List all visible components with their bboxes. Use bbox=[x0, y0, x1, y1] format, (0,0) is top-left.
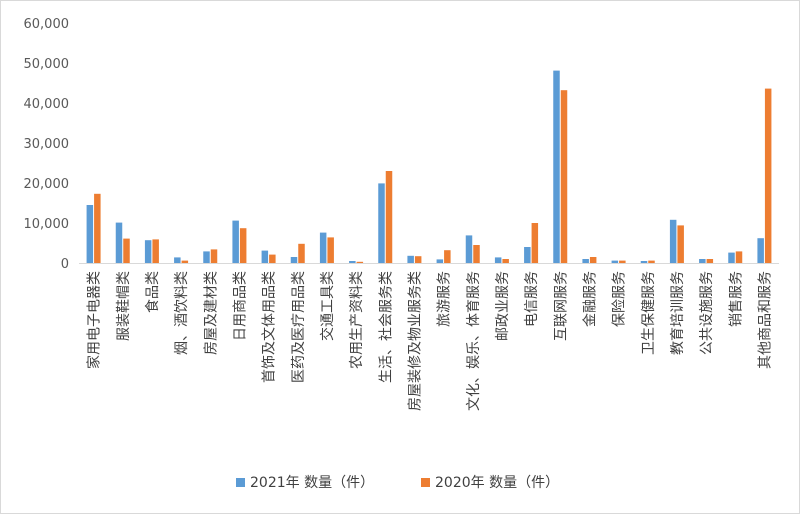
bar-series-2 bbox=[444, 250, 451, 263]
bar-series-1 bbox=[232, 220, 239, 263]
bar-series-2 bbox=[764, 88, 772, 263]
bar-series-1 bbox=[465, 235, 473, 263]
bar-series-1 bbox=[378, 183, 385, 263]
bar-series-2 bbox=[414, 256, 422, 263]
x-category-label: 农用生产资料类 bbox=[349, 271, 365, 369]
bar-series-1 bbox=[436, 259, 444, 263]
x-category-label: 房屋及建材类 bbox=[203, 271, 219, 355]
x-category-label: 日用商品类 bbox=[232, 271, 248, 341]
bar-series-2 bbox=[531, 223, 539, 263]
bar-series-1 bbox=[261, 250, 269, 263]
y-tick-label: 40,000 bbox=[24, 97, 70, 112]
x-category-label: 保险服务 bbox=[612, 271, 628, 327]
bar-series-2 bbox=[677, 225, 684, 263]
bar-series-2 bbox=[735, 251, 743, 263]
bar-series-2 bbox=[560, 90, 568, 263]
bar-series-1 bbox=[640, 261, 648, 263]
bar-series-1 bbox=[757, 238, 764, 263]
x-category-label: 销售服务 bbox=[728, 271, 744, 327]
x-category-label: 邮政业服务 bbox=[495, 271, 511, 341]
bar-series-1 bbox=[349, 261, 356, 263]
x-category-label: 生活、社会服务类 bbox=[378, 271, 394, 383]
x-category-label: 电信服务 bbox=[524, 271, 540, 327]
x-category-label: 交通工具类 bbox=[319, 271, 336, 341]
x-category-label: 房屋装修及物业服务类 bbox=[407, 271, 423, 411]
bar-series-1 bbox=[86, 205, 94, 263]
x-category-label: 其他商品和服务 bbox=[757, 271, 773, 369]
bar-series-2 bbox=[152, 239, 159, 263]
bar-series-2 bbox=[239, 228, 247, 263]
y-tick-label: 30,000 bbox=[24, 137, 70, 152]
bar-series-2 bbox=[327, 237, 334, 263]
x-category-label: 教育培训服务 bbox=[670, 271, 686, 355]
bar-series-1 bbox=[290, 257, 298, 263]
x-category-label: 食品类 bbox=[144, 271, 161, 313]
bar-series-1 bbox=[203, 251, 210, 263]
x-category-label: 旅游服务 bbox=[437, 271, 453, 327]
y-tick-label: 0 bbox=[61, 257, 69, 272]
y-tick-label: 60,000 bbox=[24, 17, 70, 32]
x-category-label: 服装鞋帽类 bbox=[116, 271, 132, 341]
legend-swatch bbox=[421, 478, 430, 487]
bar-series-2 bbox=[269, 254, 276, 263]
x-category-label: 烟、酒饮料类 bbox=[174, 271, 190, 355]
x-category-label: 医药及医疗用品类 bbox=[291, 271, 307, 383]
bar-series-2 bbox=[210, 249, 218, 263]
bar-series-1 bbox=[553, 70, 560, 263]
x-category-label: 金融服务 bbox=[582, 271, 598, 327]
x-category-label: 文化、娱乐、体育服务 bbox=[466, 271, 482, 411]
bar-series-2 bbox=[123, 238, 130, 263]
legend-label: 2021年 数量（件） bbox=[250, 475, 374, 491]
bar-series-2 bbox=[385, 171, 393, 263]
bar-series-1 bbox=[319, 232, 327, 263]
bar-series-2 bbox=[473, 245, 480, 263]
bar-series-2 bbox=[619, 260, 626, 263]
x-category-label: 家用电子电器类 bbox=[86, 271, 103, 369]
bar-series-1 bbox=[174, 257, 181, 263]
y-tick-label: 10,000 bbox=[24, 217, 70, 232]
bar-series-1 bbox=[524, 247, 531, 263]
y-axis: 0 10,000 20,000 30,000 40,000 50,000 60,000 bbox=[24, 17, 70, 272]
bar-series-2 bbox=[706, 259, 714, 263]
bar-series-1 bbox=[144, 240, 152, 263]
bar-series-2 bbox=[502, 259, 509, 263]
bar-series-2 bbox=[298, 243, 305, 263]
x-category-label: 首饰及文体用品类 bbox=[262, 271, 278, 383]
bar-series-1 bbox=[115, 222, 123, 263]
bar-series-2 bbox=[356, 261, 364, 263]
bar-series-1 bbox=[699, 259, 706, 263]
legend-label: 2020年 数量（件） bbox=[435, 475, 559, 491]
y-tick-label: 20,000 bbox=[24, 177, 70, 192]
x-category-label: 公共设施服务 bbox=[699, 271, 715, 355]
bar-series-1 bbox=[611, 260, 619, 263]
bar-series-1 bbox=[728, 252, 735, 263]
bar-series-2 bbox=[589, 257, 597, 263]
bar-series-2 bbox=[648, 260, 655, 263]
bar-series-2 bbox=[94, 193, 101, 263]
x-axis: 家用电子电器类 服装鞋帽类 食品类 烟、酒饮料类 房屋及建材类 日用商品类 首饰及文体用品类… bbox=[79, 263, 779, 411]
legend: 2021年 数量（件） 2020年 数量（件） bbox=[236, 475, 559, 491]
bar-series-1 bbox=[494, 257, 502, 263]
bars bbox=[86, 70, 772, 263]
bar-series-1 bbox=[582, 259, 589, 263]
x-category-label: 卫生保健服务 bbox=[641, 271, 657, 355]
bar-series-1 bbox=[407, 255, 414, 263]
bar-series-2 bbox=[181, 260, 189, 263]
legend-swatch bbox=[236, 478, 245, 487]
y-tick-label: 50,000 bbox=[24, 57, 70, 72]
bar-series-1 bbox=[669, 219, 677, 263]
x-category-label: 互联网服务 bbox=[553, 271, 569, 341]
